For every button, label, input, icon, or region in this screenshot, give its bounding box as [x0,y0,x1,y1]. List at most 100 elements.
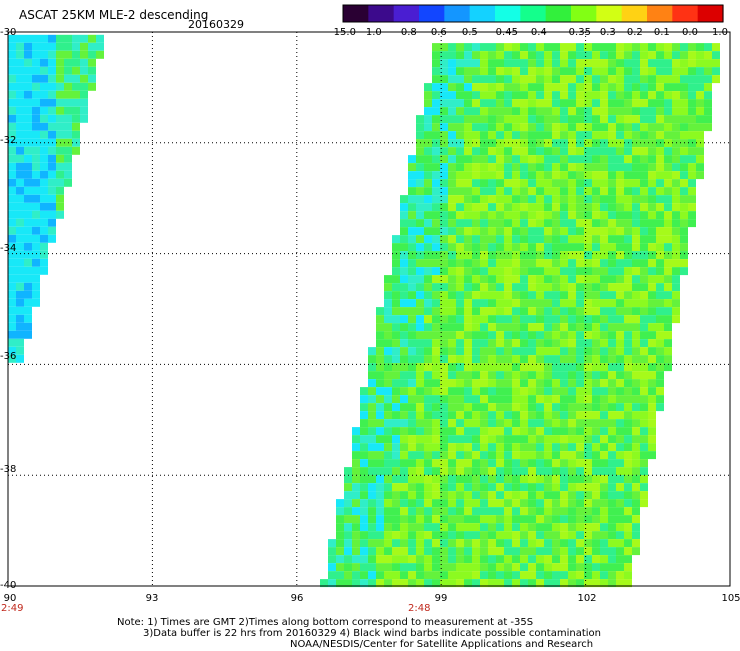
swath-cell [544,283,552,292]
swath-cell [552,355,560,364]
swath-cell [552,155,560,164]
swath-cell [512,387,520,396]
swath-cell [384,299,392,308]
swath-cell [504,467,512,476]
swath-cell [592,347,600,356]
swath-cell [600,291,608,300]
swath-cell [632,51,640,60]
swath-cell [24,298,32,307]
swath-cell [648,371,656,380]
swath-cell [560,419,568,428]
swath-cell [488,339,496,348]
swath-cell [424,203,432,212]
swath-cell [560,283,568,292]
swath-cell [568,523,576,532]
swath-cell [464,427,472,436]
swath-cell [536,243,544,252]
swath-cell [576,267,584,276]
swath-cell [504,427,512,436]
swath-cell [24,178,32,187]
swath-cell [400,547,408,556]
swath-cell [552,403,560,412]
swath-cell [472,251,480,260]
swath-cell [464,267,472,276]
swath-cell [408,331,416,340]
swath-cell [440,331,448,340]
swath-cell [632,347,640,356]
swath-cell [400,363,408,372]
swath-cell [16,266,24,275]
swath-cell [488,315,496,324]
swath-cell [8,58,16,67]
swath-cell [576,387,584,396]
swath-cell [640,243,648,252]
swath-cell [464,339,472,348]
swath-cell [592,155,600,164]
swath-cell [592,147,600,156]
swath-cell [64,34,72,43]
swath-cell [576,355,584,364]
swath-cell [488,491,496,500]
swath-cell [496,467,504,476]
swath-cell [528,451,536,460]
swath-cell [544,243,552,252]
swath-cell [568,531,576,540]
swath-cell [416,315,424,324]
swath-cell [408,171,416,180]
swath-cell [448,435,456,444]
swath-cell [560,203,568,212]
swath-cell [536,379,544,388]
swath-cell [552,387,560,396]
swath-cell [96,42,104,51]
swath-cell [624,99,632,108]
swath-cell [536,395,544,404]
swath-cell [472,555,480,564]
swath-cell [472,259,480,268]
swath-cell [464,491,472,500]
swath-cell [608,195,616,204]
swath-cell [376,563,384,572]
swath-cell [400,579,408,588]
swath-cell [384,451,392,460]
swath-cell [664,107,672,116]
swath-cell [608,283,616,292]
swath-cell [16,234,24,243]
swath-cell [552,435,560,444]
swath-cell [56,186,64,195]
swath-cell [632,91,640,100]
swath-cell [376,547,384,556]
swath-cell [408,267,416,276]
swath-cell [608,51,616,60]
swath-cell [592,411,600,420]
swath-cell [472,411,480,420]
swath-cell [656,67,664,76]
swath-cell [520,83,528,92]
swath-cell [552,547,560,556]
swath-cell [544,203,552,212]
swath-cell [56,178,64,187]
swath-cell [376,475,384,484]
swath-cell [32,154,40,163]
swath-cell [640,83,648,92]
swath-cell [696,131,704,140]
swath-cell [648,339,656,348]
swath-cell [352,467,360,476]
swath-cell [656,331,664,340]
swath-cell [648,291,656,300]
swath-cell [544,347,552,356]
colorbar-cell [545,5,572,22]
swath-cell [648,59,656,68]
swath-cell [456,195,464,204]
swath-cell [672,291,680,300]
swath-cell [608,443,616,452]
swath-cell [448,443,456,452]
swath-cell [640,51,648,60]
swath-cell [480,411,488,420]
swath-cell [528,315,536,324]
swath-cell [424,227,432,236]
swath-cell [600,523,608,532]
swath-cell [512,531,520,540]
swath-cell [440,507,448,516]
swath-cell [632,227,640,236]
swath-cell [592,67,600,76]
